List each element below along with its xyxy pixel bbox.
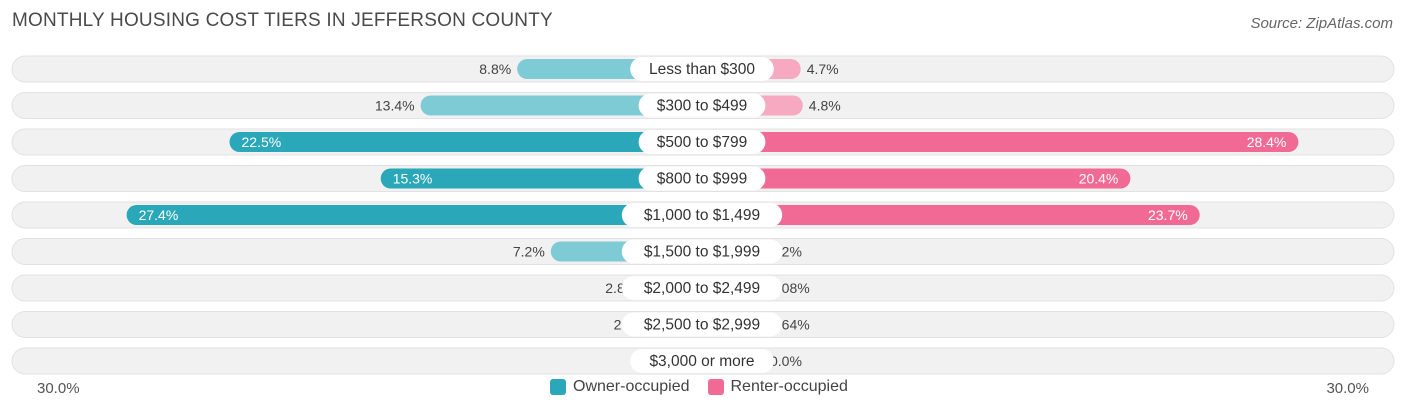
renter-value-label: 23.7% — [1148, 207, 1188, 223]
renter-value-label: 4.8% — [809, 98, 841, 114]
category-pill — [621, 312, 783, 337]
owner-value-label: 27.4% — [139, 207, 179, 223]
category-pill — [621, 239, 783, 264]
category-pill — [638, 93, 766, 118]
axis-label-right: 30.0% — [1326, 380, 1369, 397]
legend: Owner-occupied Renter-occupied — [550, 378, 858, 396]
owner-bar — [126, 205, 703, 225]
category-pill — [630, 57, 774, 81]
category-label: $500 to $799 — [657, 134, 748, 151]
category-pill — [621, 276, 783, 300]
renter-bar — [702, 205, 1200, 225]
legend-item-owner: Owner-occupied — [550, 378, 690, 396]
renter-value-label: 0.0% — [770, 353, 802, 369]
legend-swatch-owner — [550, 379, 566, 395]
category-label: $1,000 to $1,499 — [644, 207, 760, 224]
renter-value-label: 4.7% — [807, 61, 839, 77]
owner-value-label: 15.3% — [393, 171, 433, 187]
category-pill — [638, 130, 766, 154]
owner-value-label: 13.4% — [375, 98, 415, 114]
owner-bar — [229, 132, 702, 152]
category-label: $300 to $499 — [657, 98, 748, 115]
category-label: $800 to $999 — [657, 171, 748, 188]
category-label: $2,000 to $2,499 — [644, 280, 760, 297]
category-label: Less than $300 — [649, 61, 755, 78]
owner-value-label: 8.8% — [479, 61, 511, 77]
legend-swatch-renter — [707, 379, 724, 395]
legend-item-renter: Renter-occupied — [707, 378, 848, 396]
axis-label-left: 30.0% — [37, 380, 80, 397]
category-pill — [621, 203, 783, 227]
category-label: $2,500 to $2,999 — [644, 317, 760, 334]
category-label: $3,000 or more — [649, 353, 754, 370]
category-pill — [638, 166, 766, 191]
renter-bar — [702, 168, 1131, 189]
owner-value-label: 22.5% — [242, 134, 282, 150]
renter-value-label: 20.4% — [1079, 171, 1119, 187]
legend-label-owner: Owner-occupied — [573, 378, 690, 395]
category-label: $1,500 to $1,999 — [644, 244, 760, 261]
chart-title: MONTHLY HOUSING COST TIERS IN JEFFERSON … — [12, 10, 553, 31]
category-pill — [630, 349, 774, 373]
renter-bar — [702, 132, 1299, 152]
source-credit: Source: ZipAtlas.com — [1250, 15, 1393, 32]
renter-value-label: 28.4% — [1247, 134, 1287, 150]
owner-bar — [420, 95, 702, 116]
legend-label-renter: Renter-occupied — [730, 378, 848, 395]
owner-value-label: 7.2% — [513, 244, 545, 260]
owner-bar — [380, 168, 702, 189]
